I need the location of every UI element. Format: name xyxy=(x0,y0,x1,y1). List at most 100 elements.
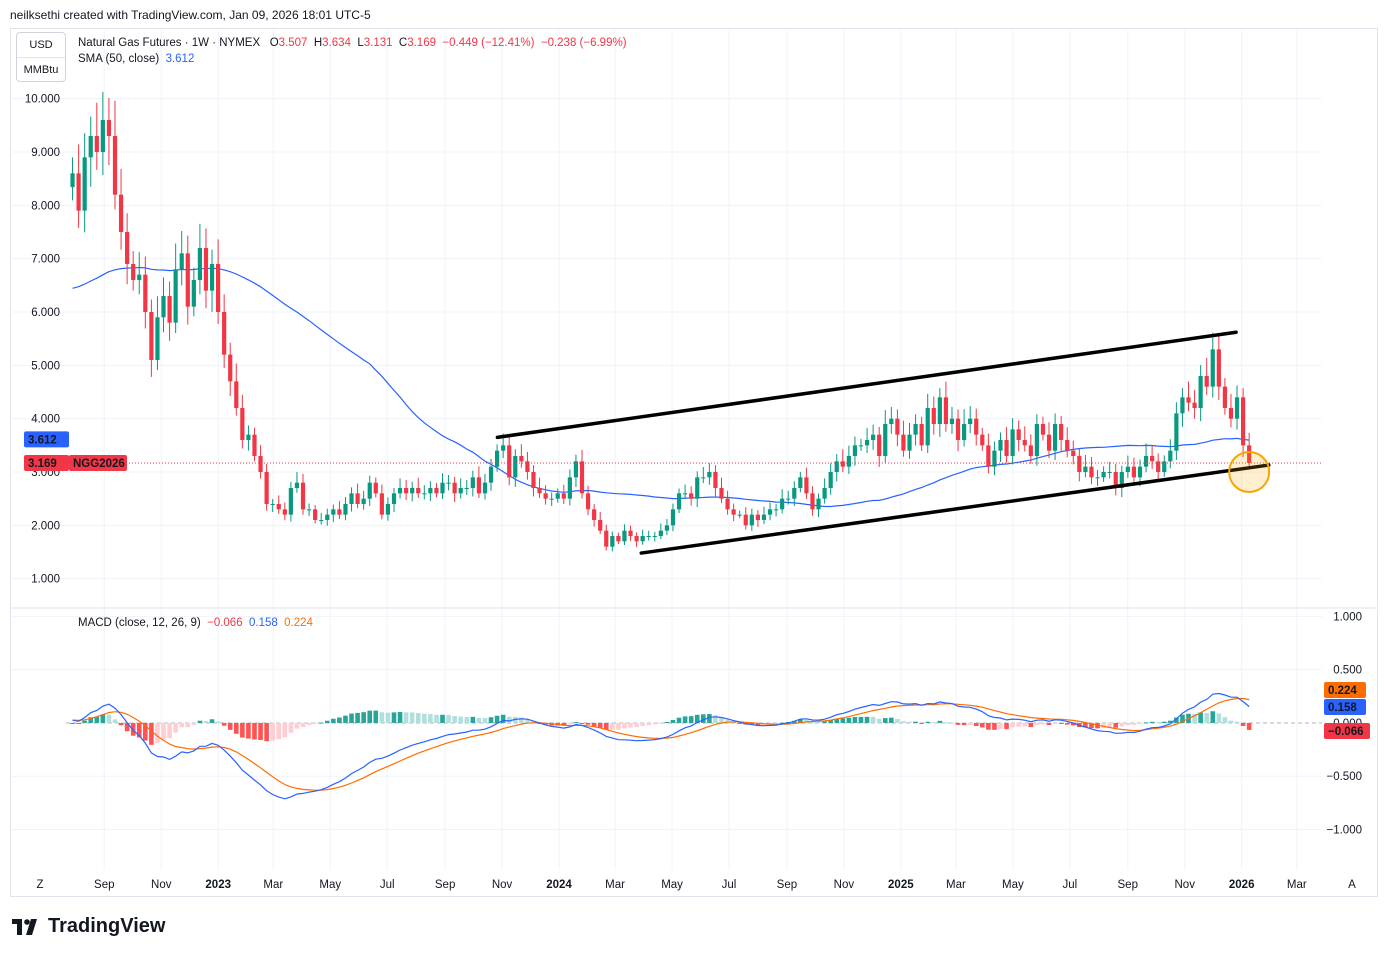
macd-histogram-bar xyxy=(215,721,221,723)
macd-histogram-bar xyxy=(895,718,900,723)
candle-body xyxy=(1210,349,1215,387)
macd-label[interactable]: MACD (close, 12, 26, 9) xyxy=(78,617,201,629)
macd-histogram-bar xyxy=(1022,722,1028,727)
x-tick-label: May xyxy=(1002,879,1024,891)
candle-body xyxy=(1095,477,1100,479)
x-tick-label: May xyxy=(661,879,683,891)
corner-z: Z xyxy=(36,879,43,891)
candle-body xyxy=(513,456,518,478)
macd-histogram-bar xyxy=(155,722,160,744)
macd-histogram-bar xyxy=(519,717,524,723)
macd-histogram-bar xyxy=(567,722,573,725)
candle-body xyxy=(949,418,955,424)
candle-body xyxy=(106,120,112,136)
candle-body xyxy=(592,509,597,520)
chart-frame xyxy=(10,28,1378,897)
candle-body xyxy=(701,477,706,479)
macd-histogram-bar xyxy=(1070,722,1076,726)
candle-body xyxy=(1040,424,1046,435)
currency-label[interactable]: USD xyxy=(29,39,53,51)
sma-label[interactable]: SMA (50, close) xyxy=(78,53,160,65)
candle-body xyxy=(968,418,973,424)
macd-histogram-bar xyxy=(118,722,124,726)
candle-body xyxy=(780,498,785,510)
macd-histogram-bar xyxy=(1058,722,1064,724)
macd-histogram-bar xyxy=(737,722,742,724)
macd-histogram-bar xyxy=(610,722,615,730)
macd-histogram-bar xyxy=(986,722,991,730)
macd-histogram-bar xyxy=(264,722,269,742)
candle-body xyxy=(1222,386,1228,408)
candle-body xyxy=(306,509,312,511)
macd-histogram-bar xyxy=(464,717,470,723)
candle-body xyxy=(889,418,894,424)
candle-body xyxy=(1107,472,1112,473)
candle-body xyxy=(1180,397,1185,414)
macd-histogram-bar xyxy=(112,719,118,723)
macd-histogram-bar xyxy=(634,722,639,728)
candle-body xyxy=(161,296,166,318)
candle-body xyxy=(937,397,942,424)
candle-body xyxy=(1028,445,1033,456)
macd-histogram-bar xyxy=(494,715,500,723)
ticker-badge: NGG2026 xyxy=(73,458,125,470)
macd-histogram-bar xyxy=(1143,722,1149,724)
x-tick-label: Nov xyxy=(1175,879,1196,891)
macd-histogram-bar xyxy=(100,714,106,723)
attribution: neilksethi created with TradingView.com,… xyxy=(10,8,371,22)
candle-body xyxy=(410,488,415,494)
macd-histogram-bar xyxy=(440,714,445,723)
candle-body xyxy=(458,488,463,494)
candle-body xyxy=(1216,349,1221,387)
x-tick-label: Sep xyxy=(435,879,455,891)
candle-body xyxy=(300,482,306,510)
macd-histogram-bar xyxy=(525,718,530,723)
candle-body xyxy=(573,461,579,478)
macd-histogram-bar xyxy=(907,721,912,723)
macd-histogram-bar xyxy=(585,722,591,725)
unit-label[interactable]: MMBtu xyxy=(17,57,65,82)
macd-histogram-bar xyxy=(203,721,209,723)
macd-histogram-bar xyxy=(1216,713,1222,723)
macd-histogram-bar xyxy=(70,722,75,724)
macd-histogram-bar xyxy=(482,718,488,723)
candle-body xyxy=(810,493,815,510)
candle-body xyxy=(919,424,924,446)
symbol-title[interactable]: Natural Gas Futures · 1W · NYMEX xyxy=(78,37,261,49)
macd-histogram-bar xyxy=(488,717,494,723)
candle-body xyxy=(743,514,748,526)
macd-histogram-bar xyxy=(294,722,300,729)
x-tick-label: Sep xyxy=(94,879,114,891)
macd-histogram-bar xyxy=(476,718,482,723)
macd-histogram-bar xyxy=(191,722,197,725)
macd-histogram-bar xyxy=(1240,722,1246,726)
sma-badge: 3.612 xyxy=(28,434,57,446)
hist-badge-bg xyxy=(1324,723,1370,739)
candle-body xyxy=(567,477,572,499)
macd-histogram-bar xyxy=(616,722,621,730)
candle-body xyxy=(846,456,851,467)
candle-body xyxy=(1065,440,1070,451)
macd-histogram-bar xyxy=(937,720,943,723)
macd-histogram-bar xyxy=(1174,717,1179,723)
candle-body xyxy=(452,482,457,494)
candle-body xyxy=(585,493,591,510)
candle-body xyxy=(349,493,354,504)
candle-body xyxy=(561,493,566,499)
currency-unit-selector[interactable]: USD MMBtu xyxy=(16,32,66,82)
candle-body xyxy=(337,509,342,515)
candle-body xyxy=(118,194,124,232)
macd-histogram-bar xyxy=(852,717,858,723)
highlight-circle xyxy=(1228,451,1271,493)
macd-badge: 0.158 xyxy=(1328,702,1357,714)
candle-body xyxy=(713,472,718,488)
candle-body xyxy=(501,445,506,451)
macd-histogram-bar xyxy=(676,717,682,723)
candle-body xyxy=(786,498,791,500)
macd-histogram-bar xyxy=(779,722,785,724)
change-value: −0.449 (−12.41%) xyxy=(442,37,535,49)
candle-body xyxy=(1156,461,1161,472)
price-badge: 3.169 xyxy=(28,458,57,470)
macd-histogram-bar xyxy=(179,722,185,728)
